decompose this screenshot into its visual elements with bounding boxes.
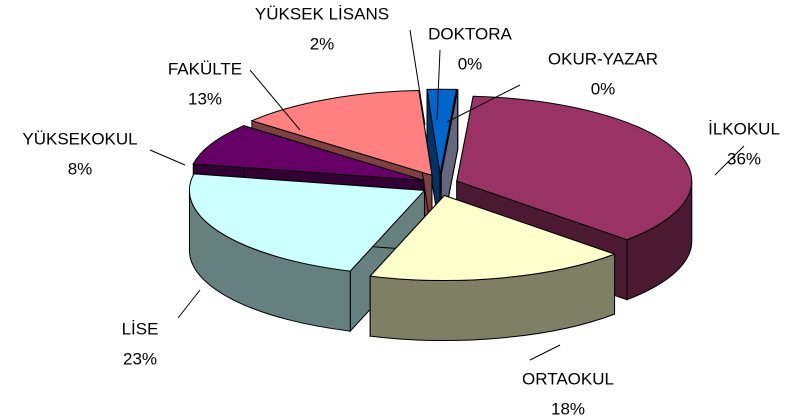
pie-slice: [369, 194, 617, 341]
value-label: 0%: [458, 54, 483, 73]
leader-line: [714, 145, 745, 176]
slice-top: [192, 125, 424, 181]
leader-line: [409, 29, 426, 126]
category-label: FAKÜLTE: [168, 59, 242, 78]
category-label: YÜKSEK LİSANS: [255, 4, 389, 23]
slice-top: [369, 194, 617, 281]
leader-line: [177, 289, 201, 319]
category-label: OKUR-YAZAR: [548, 49, 658, 68]
value-label: 0%: [591, 79, 616, 98]
slice-top: [456, 95, 693, 241]
category-label: İLKOKUL: [708, 119, 780, 138]
leader-line: [149, 149, 186, 166]
leader-line: [249, 69, 301, 131]
slice-top: [426, 88, 458, 175]
slice-top: [440, 89, 459, 175]
category-label: LİSE: [122, 319, 159, 338]
value-label: 18%: [551, 399, 585, 416]
category-label: ORTAOKUL: [522, 369, 614, 388]
value-label: 13%: [188, 89, 222, 108]
leader-line: [436, 49, 441, 121]
value-label: 8%: [68, 159, 93, 178]
slice-top: [188, 173, 426, 272]
category-label: YÜKSEKOKUL: [22, 129, 137, 148]
slice-top: [250, 89, 433, 177]
leader-line: [529, 344, 561, 361]
leader-line: [446, 84, 521, 123]
value-label: 2%: [310, 34, 335, 53]
value-label: 36%: [727, 149, 761, 168]
category-label: DOKTORA: [428, 24, 512, 43]
value-label: 23%: [123, 349, 157, 368]
